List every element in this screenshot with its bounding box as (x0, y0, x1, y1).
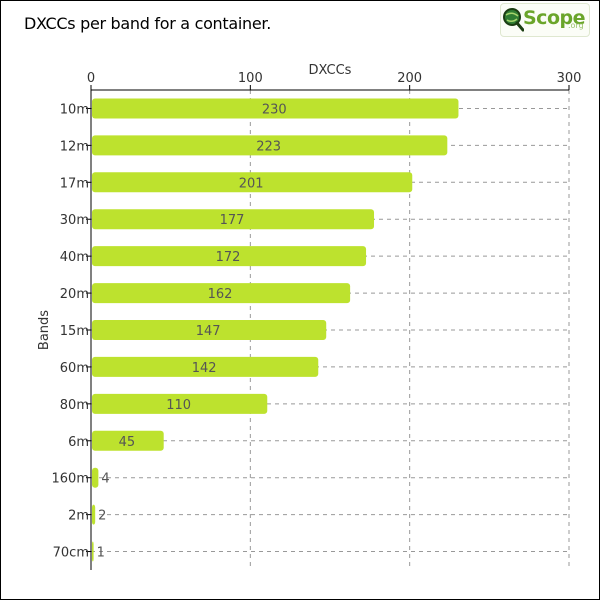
axes: 0 100 200 30010m12m17m30m40m20m15m60m80m6m1… (52, 71, 582, 570)
bar-value-label: 223 (256, 139, 281, 154)
bar-value-label: 172 (216, 250, 241, 265)
bar (92, 541, 94, 562)
y-tick-label: 12m (60, 139, 89, 154)
x-tick-label: 0 (87, 71, 95, 86)
bar-value-label: 1 (97, 546, 105, 561)
x-tick-label: 100 (238, 71, 263, 86)
logo-suffix: .org (568, 21, 584, 30)
y-tick-label: 20m (60, 287, 89, 302)
bar (92, 283, 351, 304)
x-axis-title: DXCCs (309, 63, 352, 78)
chart-title: DXCCs per band for a container. (24, 14, 271, 33)
bar (92, 320, 327, 340)
bar (92, 504, 96, 525)
bar-value-label: 177 (220, 213, 245, 228)
bar (92, 430, 164, 451)
bar-value-label: 110 (166, 398, 191, 413)
bar-value-label: 45 (119, 435, 136, 450)
bars: 230 223 201 177 172 162 147 142 110 45 4 2 1 (92, 98, 459, 562)
bar-value-label: 142 (192, 361, 217, 376)
x-tick-label: 300 (557, 71, 582, 86)
y-tick-label: 80m (60, 398, 89, 413)
y-tick-label: 6m (68, 435, 89, 450)
magnifier-globe-icon (503, 8, 524, 32)
y-tick-label: 15m (60, 324, 89, 339)
bar (92, 393, 268, 414)
y-tick-label: 160m (52, 472, 89, 487)
bar (92, 98, 459, 119)
logo-text: Scope (523, 7, 586, 29)
x-tick-label: 200 (397, 71, 422, 86)
y-tick-label: 10m (60, 102, 89, 117)
y-tick-label: 40m (60, 250, 89, 265)
bar (92, 356, 319, 377)
y-tick-label: 30m (60, 213, 89, 228)
bar (92, 135, 448, 156)
y-axis-title: Bands (37, 310, 52, 350)
bar (92, 172, 413, 193)
bar-value-label: 4 (101, 472, 109, 487)
bar (92, 209, 375, 230)
y-tick-label: 60m (60, 361, 89, 376)
bar-value-label: 147 (196, 324, 221, 339)
bar (92, 246, 367, 267)
bar (92, 467, 99, 488)
y-tick-label: 2m (68, 509, 89, 524)
y-tick-label: 17m (60, 176, 89, 191)
qscope-logo[interactable]: Scope .org (500, 3, 590, 37)
y-tick-label: 70cm (53, 546, 89, 561)
bar-value-label: 162 (208, 287, 233, 302)
bar-value-label: 2 (98, 509, 106, 524)
bar-value-label: 230 (262, 102, 287, 117)
bar-value-label: 201 (239, 176, 264, 191)
